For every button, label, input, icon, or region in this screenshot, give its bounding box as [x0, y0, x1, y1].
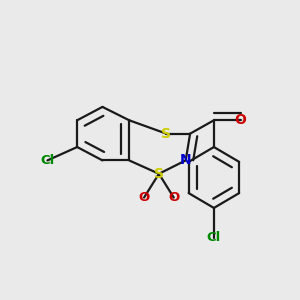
Text: Cl: Cl — [40, 154, 55, 167]
Text: N: N — [180, 153, 191, 167]
Text: S: S — [154, 167, 164, 181]
Text: Cl: Cl — [207, 231, 221, 244]
Text: S: S — [161, 127, 171, 141]
Text: O: O — [138, 191, 150, 204]
Text: O: O — [235, 113, 247, 127]
Text: O: O — [168, 191, 179, 204]
